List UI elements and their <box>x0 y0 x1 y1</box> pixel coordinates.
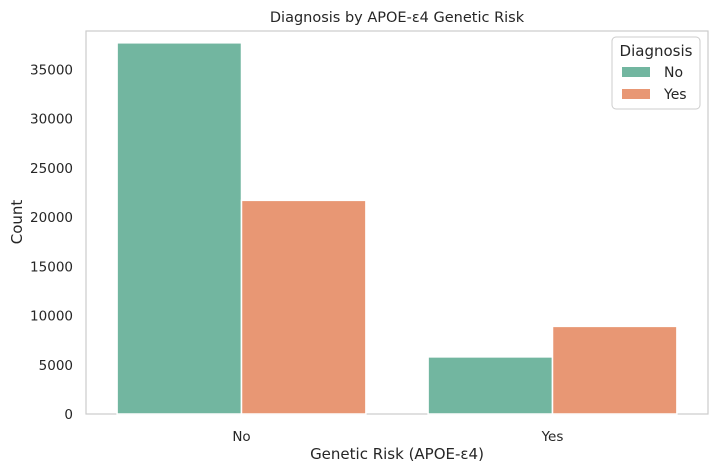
x-tick-label: No <box>232 429 250 445</box>
x-axis-ticks: No Yes <box>232 429 563 445</box>
y-tick-label: 0 <box>64 407 73 423</box>
y-tick-label: 5000 <box>39 358 73 374</box>
legend-label-yes: Yes <box>663 87 687 103</box>
y-tick-label: 20000 <box>30 210 73 226</box>
y-tick-label: 25000 <box>30 161 73 177</box>
y-tick-label: 10000 <box>30 309 73 325</box>
y-axis-label: Count <box>8 200 26 245</box>
y-tick-label: 30000 <box>30 112 73 128</box>
bar-yes-no <box>427 356 554 415</box>
x-tick-label: Yes <box>541 429 564 445</box>
y-axis-ticks: 0 5000 10000 15000 20000 25000 30000 35000 <box>30 62 73 423</box>
y-tick-label: 15000 <box>30 259 73 275</box>
chart-title: Diagnosis by APOE-ε4 Genetic Risk <box>270 10 525 26</box>
bars <box>116 42 678 415</box>
x-axis-label: Genetic Risk (APOE-ε4) <box>310 445 484 463</box>
legend-title: Diagnosis <box>620 42 693 60</box>
legend-swatch-no <box>622 67 650 77</box>
legend-label-no: No <box>664 65 683 81</box>
legend-swatch-yes <box>622 89 650 99</box>
y-tick-label: 35000 <box>30 62 73 78</box>
bar-no-yes <box>240 199 367 415</box>
legend: Diagnosis No Yes <box>611 36 701 110</box>
bar-yes-yes <box>551 325 678 415</box>
bar-no-no <box>116 42 243 415</box>
